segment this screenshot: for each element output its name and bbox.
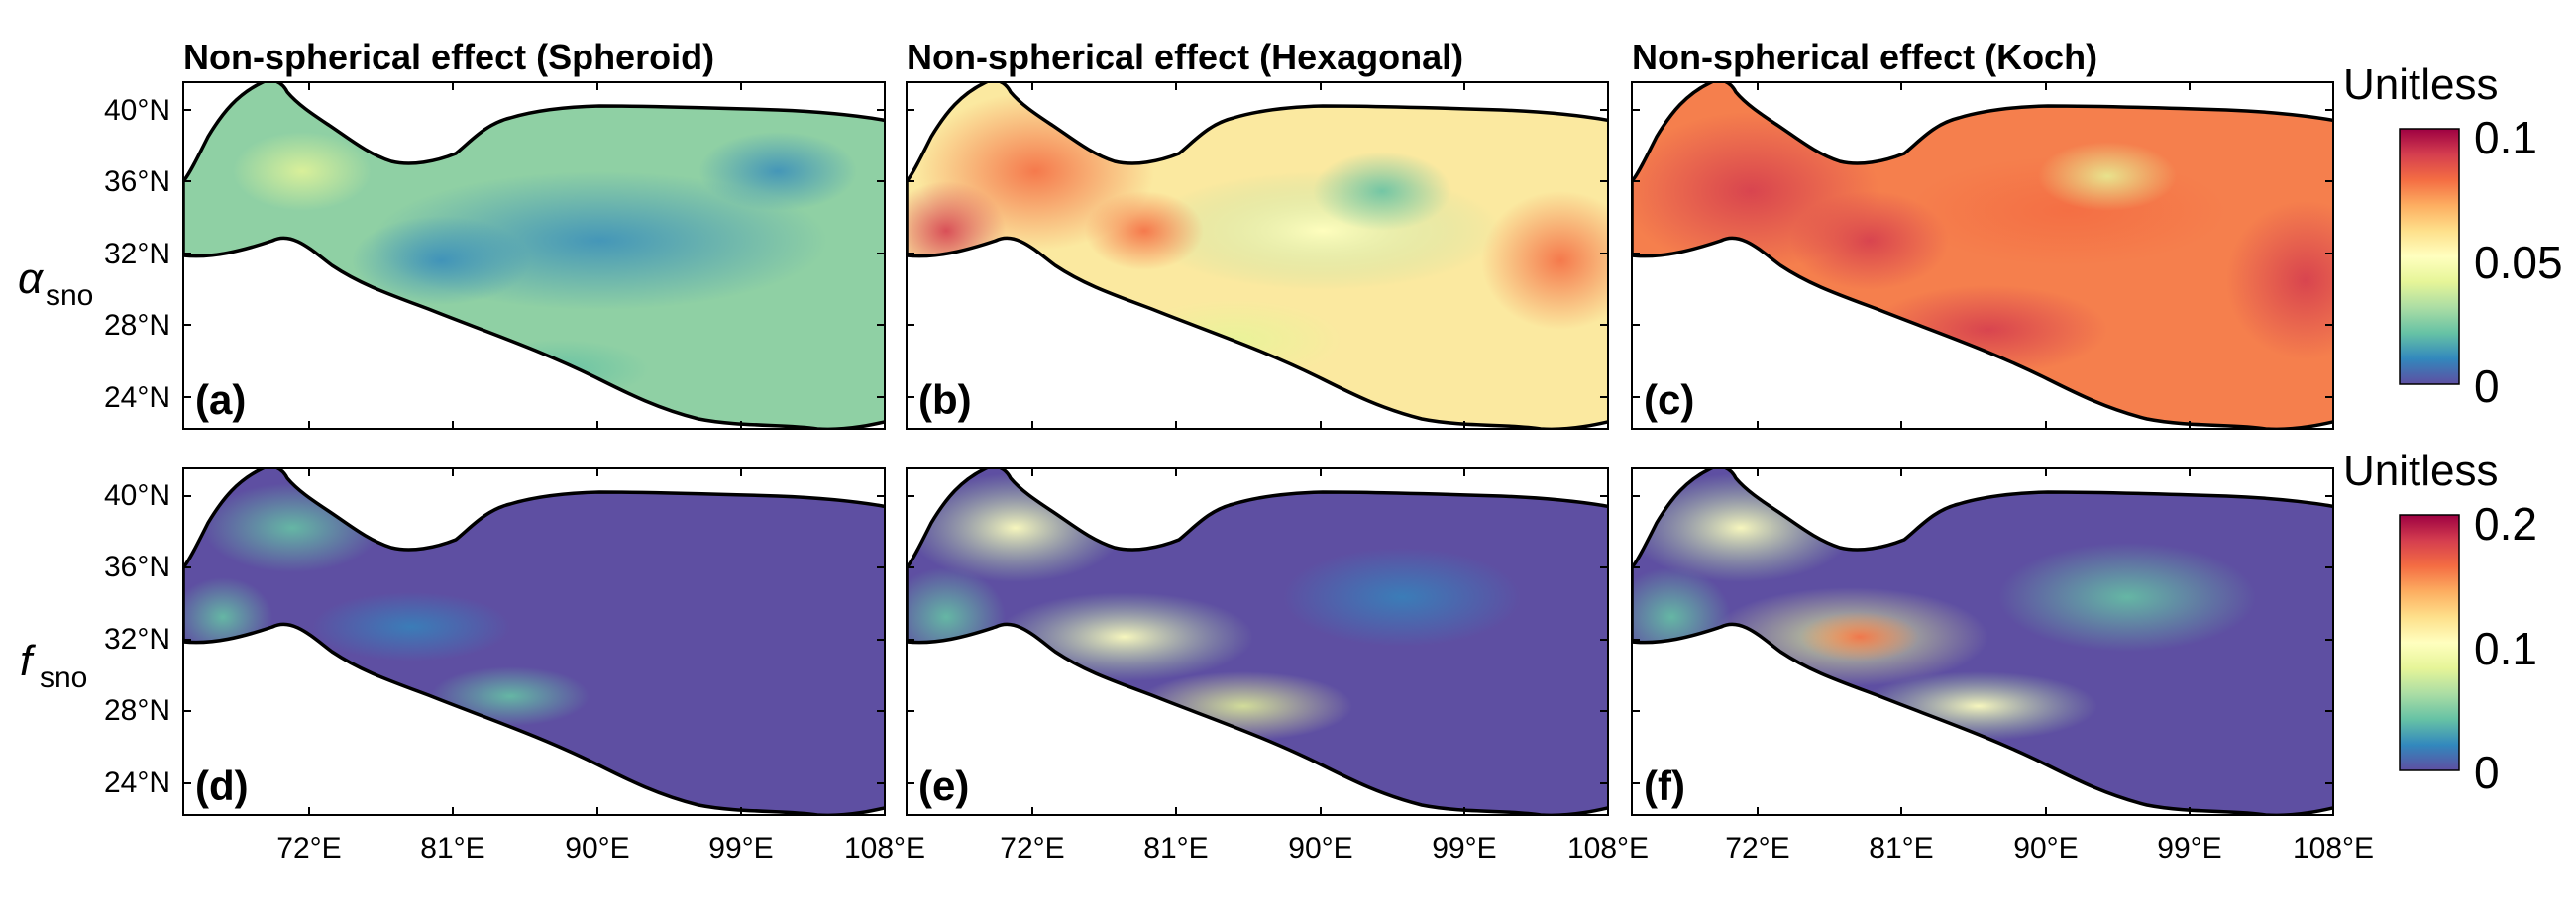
lon-label: 81°E: [420, 832, 484, 865]
colorbar-tick: 0.1: [2474, 623, 2537, 674]
panel-letter-f: (f): [1644, 763, 1685, 809]
axis-ticks: [183, 82, 2334, 815]
lat-label: 36°N: [104, 165, 170, 198]
panel-title-hexagonal: Non-spherical effect (Hexagonal): [907, 37, 1463, 77]
lat-axis-bottom: 40°N 36°N 32°N 28°N 24°N: [104, 479, 170, 799]
lat-label: 36°N: [104, 551, 170, 583]
lon-label: 81°E: [1143, 832, 1208, 865]
colorbar-bottom: Unitless 0.2 0.1 0: [2343, 447, 2537, 798]
lat-label: 28°N: [104, 694, 170, 727]
lon-label: 72°E: [1725, 832, 1789, 865]
lon-label: 90°E: [565, 832, 629, 865]
lon-label: 81°E: [1869, 832, 1933, 865]
lon-label: 108°E: [1567, 832, 1649, 865]
colorbar-tick: 0: [2474, 747, 2500, 798]
lat-label: 40°N: [104, 479, 170, 512]
colorbar-unit: Unitless: [2343, 447, 2499, 495]
row-label-f-subscript: sno: [40, 662, 87, 694]
lon-label: 99°E: [708, 832, 773, 865]
row-label-alpha: α sno: [18, 254, 93, 312]
panel-letter-b: (b): [918, 376, 972, 423]
lon-label: 108°E: [844, 832, 925, 865]
row-label-f: f sno: [20, 637, 87, 694]
lat-axis-top: 40°N 36°N 32°N 28°N 24°N: [104, 94, 170, 414]
map-panel-f: (f): [1631, 467, 2334, 816]
colorbar-top: Unitless 0.1 0.05 0: [2343, 60, 2563, 412]
panel-title-spheroid: Non-spherical effect (Spheroid): [183, 37, 714, 77]
colorbar-gradient: [2399, 128, 2460, 385]
lat-label: 28°N: [104, 309, 170, 342]
colorbar-tick: 0.1: [2474, 112, 2537, 163]
colorbar-gradient: [2399, 514, 2460, 771]
colorbar-tick: 0.2: [2474, 498, 2537, 550]
row-label-alpha-subscript: sno: [46, 279, 93, 312]
lon-label: 99°E: [2157, 832, 2221, 865]
lon-label: 72°E: [1000, 832, 1064, 865]
colorbar-tick: 0.05: [2474, 237, 2563, 288]
colorbar-unit: Unitless: [2343, 60, 2499, 109]
panel-title-koch: Non-spherical effect (Koch): [1632, 37, 2097, 77]
lon-label: 99°E: [1432, 832, 1496, 865]
lat-label: 32°N: [104, 238, 170, 270]
lat-label: 24°N: [104, 766, 170, 799]
panel-letter-e: (e): [918, 763, 969, 809]
lon-label: 72°E: [276, 832, 341, 865]
lat-label: 40°N: [104, 94, 170, 127]
panel-letter-c: (c): [1644, 376, 1694, 423]
row-label-alpha-symbol: α: [18, 254, 45, 303]
lat-label: 24°N: [104, 381, 170, 414]
panel-letter-a: (a): [195, 376, 246, 423]
lon-label: 90°E: [1288, 832, 1352, 865]
row-label-f-symbol: f: [20, 637, 37, 685]
lon-label: 108°E: [2293, 832, 2374, 865]
colorbar-tick: 0: [2474, 360, 2500, 412]
panel-letter-d: (d): [195, 763, 249, 809]
lat-label: 32°N: [104, 623, 170, 656]
lon-label: 90°E: [2013, 832, 2078, 865]
map-panel-c: (c): [1631, 81, 2334, 430]
lon-axis: 72°E 81°E 90°E 99°E 108°E 72°E 81°E 90°E…: [276, 832, 2374, 865]
